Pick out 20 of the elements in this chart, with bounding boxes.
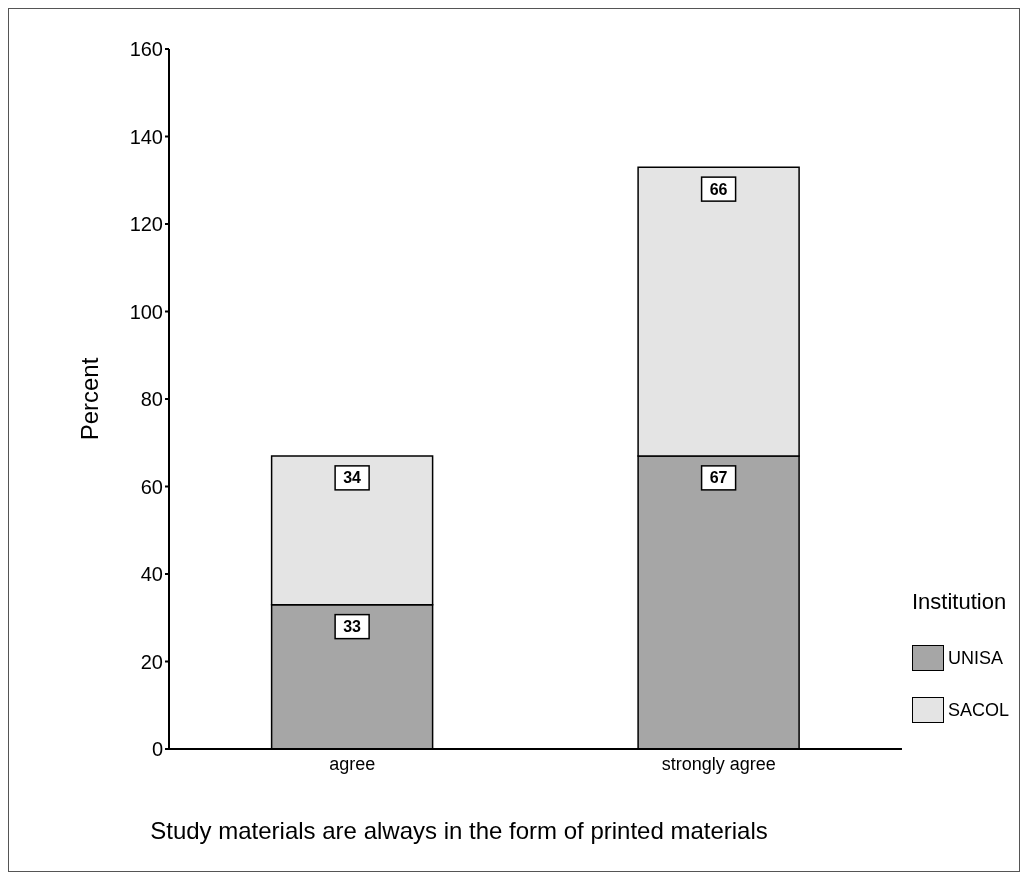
data-label: 33 — [343, 618, 362, 636]
y-tick-label: 100 — [129, 300, 163, 323]
y-tick-label: 0 — [151, 738, 163, 761]
y-tick-label: 140 — [129, 125, 163, 148]
legend-label: UNISA — [946, 646, 1004, 670]
data-label: 67 — [709, 469, 728, 487]
data-label: 66 — [709, 180, 728, 198]
y-tick-label: 40 — [140, 563, 163, 586]
legend-title: Institution — [911, 589, 1008, 615]
y-axis-title: Percent — [75, 357, 103, 441]
data-label: 34 — [343, 469, 362, 487]
y-tick-label: 60 — [140, 475, 163, 498]
y-tick-label: 120 — [129, 213, 163, 236]
y-tick-label: 20 — [140, 650, 163, 673]
y-tick-label: 80 — [140, 388, 163, 411]
legend-label: SACOL — [946, 698, 1009, 722]
x-axis-title: Study materials are always in the form of printed materials — [149, 817, 769, 845]
y-tick-label: 160 — [129, 38, 163, 61]
x-tick-label: agree — [329, 753, 376, 774]
x-tick-label: strongly agree — [661, 753, 776, 774]
